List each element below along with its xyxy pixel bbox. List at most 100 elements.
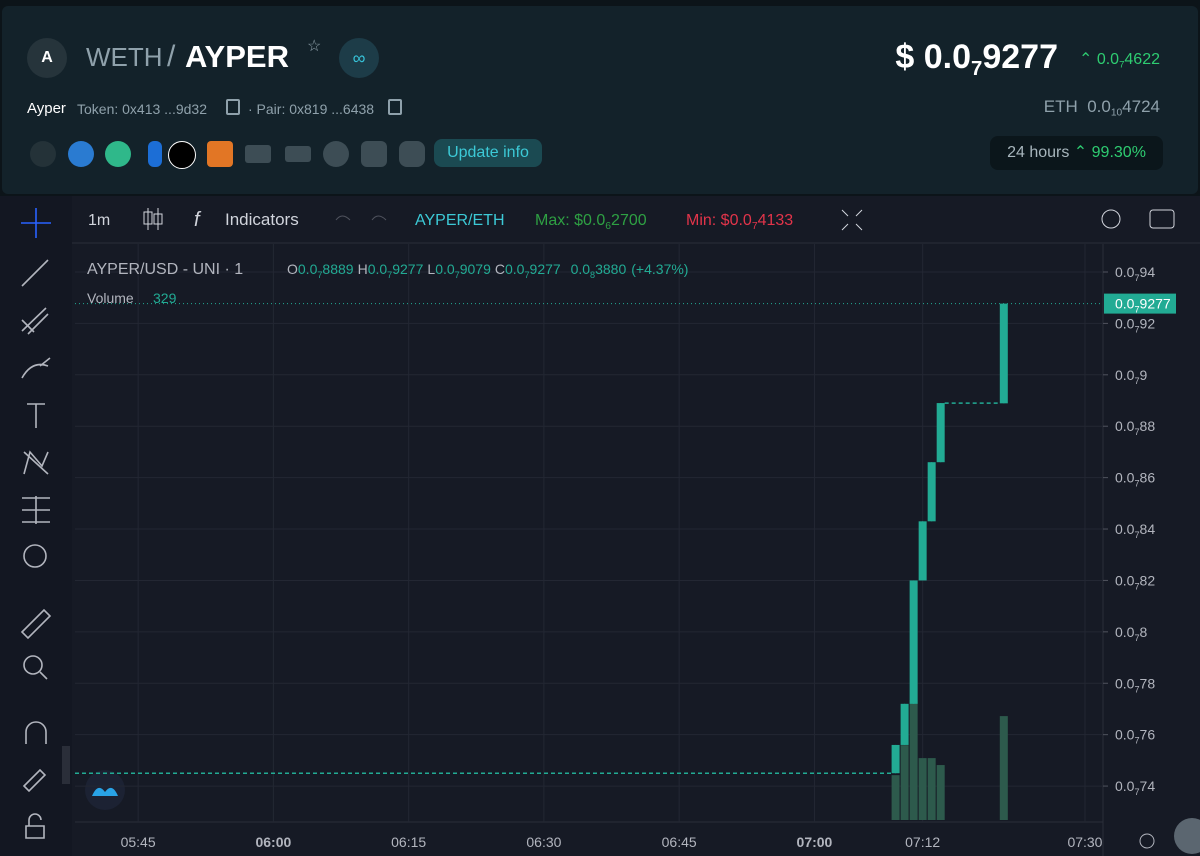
screenshot-icon[interactable] — [1149, 209, 1175, 229]
slash: / — [167, 40, 176, 73]
num-sub: 7 — [1134, 376, 1139, 386]
unlock-tool[interactable] — [25, 813, 45, 839]
y-tick-label: 0.0782 — [1115, 572, 1155, 591]
telegram-icon[interactable] — [323, 141, 349, 167]
volume-bar — [909, 700, 918, 820]
watch-button[interactable]: ∞ — [339, 38, 379, 78]
candle-body — [999, 303, 1008, 404]
period-box[interactable]: 24 hours ⌃ 99.30% — [990, 136, 1163, 170]
link-icon[interactable] — [105, 141, 131, 167]
settings-icon[interactable] — [1101, 209, 1121, 229]
num-lead: 0.0 — [1115, 470, 1135, 486]
collapse-tab[interactable] — [62, 746, 70, 784]
indicators-icon[interactable]: f — [194, 209, 202, 231]
volume-label: Volume — [87, 290, 134, 306]
num-tail: 76 — [1140, 727, 1156, 743]
trend-line-tool[interactable] — [21, 259, 49, 287]
eth-sub: 10 — [1110, 107, 1123, 119]
num-lead: 0.0 — [571, 261, 591, 277]
num-tail: 86 — [1140, 470, 1156, 486]
num-lead: Max: $0.0 — [535, 212, 605, 229]
num-tail: 9277 — [530, 261, 561, 277]
interval[interactable]: 1m — [88, 212, 110, 229]
num-sub: 7 — [1134, 479, 1139, 489]
num-sub: 7 — [1134, 273, 1139, 283]
favorite-star[interactable]: ☆ — [307, 38, 322, 55]
x-tick-label: 07:12 — [905, 834, 940, 850]
num-tail: 9277 — [392, 261, 423, 277]
lock-drawing-tool[interactable] — [22, 768, 47, 793]
y-tick-label: 0.0778 — [1115, 675, 1155, 694]
currency: $ — [895, 38, 915, 76]
num-tail: 4133 — [758, 212, 794, 229]
y-tick-label: 0.078 — [1115, 624, 1148, 643]
chart-type-icon[interactable] — [143, 208, 163, 230]
num-sub: 7 — [1134, 427, 1139, 437]
link-icon[interactable] — [148, 141, 162, 167]
magnet-tool[interactable] — [25, 721, 47, 744]
num-sub: 7 — [455, 270, 460, 280]
volume-bar — [936, 765, 945, 820]
candle-body — [927, 462, 936, 522]
num-lead: 0.0 — [1115, 572, 1135, 588]
chart: 1m f Indicators AYPER/ETH Max: $0.062700… — [0, 196, 1200, 856]
fib-tool[interactable] — [21, 307, 49, 335]
y-tick-label: 0.0792 — [1115, 315, 1155, 334]
num-tail: 9 — [1140, 367, 1148, 383]
ohlc-key: C — [495, 261, 505, 277]
volume-value: 329 — [153, 290, 177, 306]
text-tool[interactable] — [27, 403, 45, 428]
eth-tail: 4724 — [1122, 97, 1160, 116]
theme-icon[interactable] — [1139, 833, 1155, 849]
update-info-button[interactable]: Update info — [434, 139, 542, 167]
last-price-box — [1104, 293, 1176, 314]
drawing-toolbar — [0, 196, 72, 856]
num-tail: 92 — [1140, 315, 1156, 331]
num-tail: 8 — [1140, 624, 1148, 640]
candle-body — [918, 521, 927, 581]
indicators-button[interactable]: Indicators — [225, 210, 299, 229]
prediction-tool[interactable] — [22, 496, 50, 524]
copy-icon[interactable] — [388, 99, 402, 115]
num-sub: 7 — [1134, 736, 1139, 746]
copy-icon[interactable] — [226, 99, 240, 115]
x-tick-label: 07:30 — [1067, 834, 1102, 850]
pattern-tool[interactable] — [23, 450, 49, 475]
pair-button[interactable]: AYPER/ETH — [415, 212, 505, 229]
fullscreen-icon[interactable] — [841, 209, 863, 231]
chat-button[interactable] — [1174, 818, 1200, 854]
zoom-tool[interactable] — [23, 655, 43, 675]
twitter-icon[interactable] — [361, 141, 387, 167]
num-lead: 0.0 — [435, 261, 455, 277]
crosshair-tool[interactable] — [21, 208, 51, 238]
num-sub: 7 — [1134, 633, 1139, 643]
metamask-icon[interactable] — [207, 141, 233, 167]
num-sub: 7 — [1134, 324, 1139, 334]
link-icon[interactable] — [168, 141, 196, 169]
token-header: A WETH / AYPER ☆ ∞ $ 0.079277 ⌃ 0.074622… — [2, 6, 1198, 194]
change-tail: 4622 — [1124, 51, 1160, 68]
undo-redo[interactable] — [335, 215, 387, 221]
token-name: Ayper — [27, 100, 66, 117]
logo — [85, 770, 125, 810]
ruler-tool[interactable] — [20, 608, 52, 640]
change-sub: 7 — [1119, 59, 1125, 71]
num-tail: 78 — [1140, 675, 1156, 691]
price: $ 0.079277 — [895, 38, 1058, 81]
website-icon[interactable] — [245, 145, 271, 163]
brush-tool[interactable] — [21, 357, 51, 379]
link-icon[interactable] — [68, 141, 94, 167]
candle-body — [891, 744, 900, 774]
email-icon[interactable] — [285, 146, 311, 162]
ohlc-legend: O0.078889 H0.079277 L0.079079 C0.079277 0.0… — [287, 261, 688, 280]
num-tail: 88 — [1140, 418, 1156, 434]
eth-price: ETH 0.0104724 — [1044, 97, 1160, 119]
y-tick-label: 0.0784 — [1115, 521, 1155, 540]
x-tick-label: 06:30 — [526, 834, 561, 850]
pair-address: · Pair: 0x819 ...6438 — [248, 101, 375, 117]
num-sub: 6 — [605, 221, 611, 232]
discord-icon[interactable] — [399, 141, 425, 167]
share-icon[interactable] — [30, 141, 56, 167]
y-tick-label: 0.0794 — [1115, 264, 1155, 283]
emoji-tool[interactable] — [23, 544, 47, 568]
